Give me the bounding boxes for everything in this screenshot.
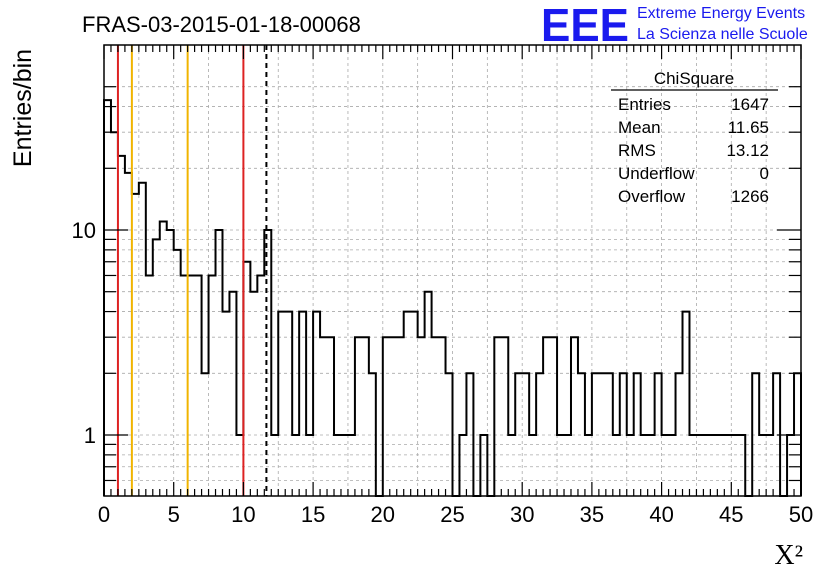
histogram-bin bbox=[104, 100, 111, 496]
histogram-bin bbox=[111, 132, 118, 496]
y-tick-label: 1 bbox=[84, 423, 96, 448]
x-tick-label: 10 bbox=[231, 502, 255, 527]
x-tick-label: 20 bbox=[371, 502, 395, 527]
x-tick-label: 5 bbox=[168, 502, 180, 527]
histogram-bin bbox=[494, 337, 501, 496]
histogram-bin bbox=[390, 337, 397, 496]
org-tagline: La Scienza nelle Scuole bbox=[637, 26, 808, 43]
histogram-bin bbox=[432, 337, 439, 496]
x-tick-label: 0 bbox=[98, 502, 110, 527]
org-name: Extreme Energy Events bbox=[637, 5, 805, 22]
histogram-bin bbox=[501, 337, 508, 496]
histogram-bin bbox=[327, 337, 334, 496]
histogram-bin bbox=[411, 312, 418, 496]
histogram-bin bbox=[167, 230, 174, 496]
histogram-bin bbox=[195, 275, 202, 496]
stat-value-underflow: 0 bbox=[760, 164, 769, 183]
histogram-bin bbox=[543, 337, 550, 496]
x-tick-label: 35 bbox=[580, 502, 604, 527]
x-tick-label: 40 bbox=[649, 502, 673, 527]
stat-label-underflow: Underflow bbox=[618, 164, 695, 183]
histogram-bin bbox=[320, 337, 327, 496]
stat-label-rms: RMS bbox=[618, 141, 656, 160]
stat-label-entries: Entries bbox=[618, 95, 671, 114]
stat-label-mean: Mean bbox=[618, 118, 661, 137]
histogram-bin bbox=[216, 230, 223, 496]
x-tick-label: 50 bbox=[789, 502, 813, 527]
histogram-bin bbox=[257, 275, 264, 496]
histogram-bin bbox=[250, 292, 257, 496]
run-title: FRAS-03-2015-01-18-00068 bbox=[82, 12, 361, 37]
histogram-bin bbox=[355, 337, 362, 496]
histogram-bin bbox=[299, 312, 306, 496]
histogram-bin bbox=[146, 275, 153, 496]
histogram-bin bbox=[362, 337, 369, 496]
eee-logo: EEE bbox=[541, 0, 629, 51]
histogram-bin bbox=[418, 337, 425, 496]
histogram-bin bbox=[118, 156, 125, 496]
histogram-outline bbox=[103, 99, 802, 497]
stat-value-mean: 11.65 bbox=[728, 118, 769, 137]
stats-box: ChiSquare Entries 1647 Mean 11.65 RMS 13… bbox=[611, 69, 778, 206]
x-tick-label: 25 bbox=[440, 502, 464, 527]
histogram-bin bbox=[222, 312, 229, 496]
histogram-bin bbox=[125, 173, 132, 496]
x-tick-label: 15 bbox=[301, 502, 325, 527]
histogram-bin bbox=[285, 312, 292, 496]
histogram-bin bbox=[404, 312, 411, 496]
histogram-bin bbox=[243, 262, 250, 496]
x-axis-label: X² bbox=[774, 540, 803, 571]
histogram-bin bbox=[188, 275, 195, 496]
stat-label-overflow: Overflow bbox=[618, 187, 686, 206]
histogram-bin bbox=[209, 275, 216, 496]
histogram-bin bbox=[383, 337, 390, 496]
histogram-bin bbox=[397, 337, 404, 496]
histogram-bin bbox=[229, 292, 236, 496]
plot-frame bbox=[103, 44, 802, 497]
histogram-bin bbox=[313, 312, 320, 496]
x-tick-label: 30 bbox=[510, 502, 534, 527]
y-tick-label: 10 bbox=[72, 218, 96, 243]
stat-value-entries: 1647 bbox=[731, 95, 769, 114]
histogram-bin bbox=[153, 239, 160, 496]
stats-box-title: ChiSquare bbox=[654, 69, 734, 88]
x-tick-label: 45 bbox=[719, 502, 743, 527]
histogram-bin bbox=[181, 275, 188, 496]
histogram-bin bbox=[550, 337, 557, 496]
stat-value-overflow: 1266 bbox=[731, 187, 769, 206]
histogram-bin bbox=[425, 292, 432, 496]
histogram-bin bbox=[571, 337, 578, 496]
histogram-bin bbox=[264, 230, 271, 496]
histogram-bin bbox=[439, 337, 446, 496]
y-axis-label: Entries/bin bbox=[9, 49, 37, 167]
histogram-bin bbox=[683, 312, 690, 496]
stat-value-rms: 13.12 bbox=[726, 141, 769, 160]
histogram-bin bbox=[278, 312, 285, 496]
